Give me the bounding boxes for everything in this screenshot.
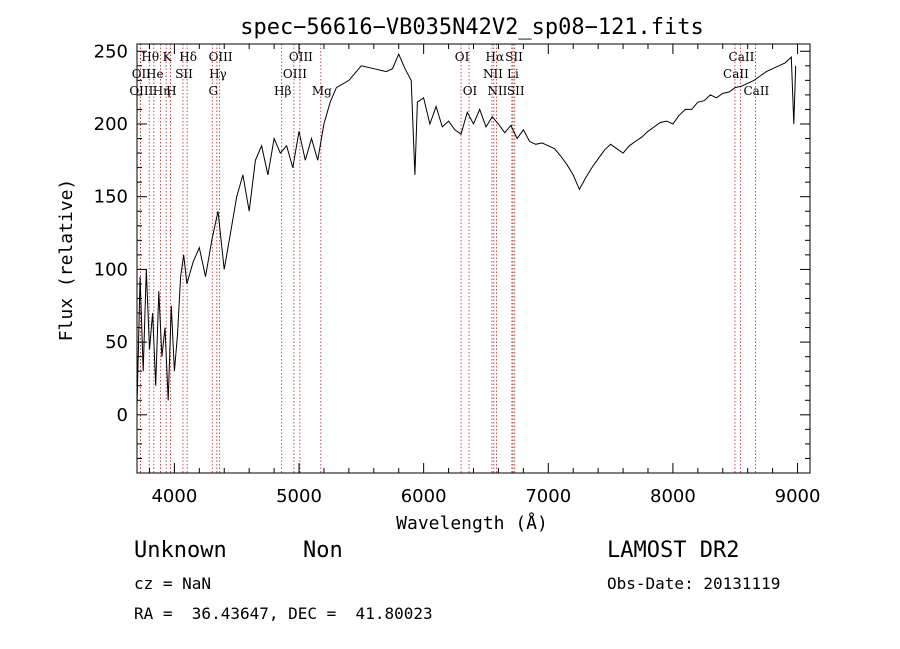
line-marker-label: CaII [723, 67, 749, 81]
y-axis-label: Flux (relative) [56, 179, 77, 342]
line-marker-label: Hθ [141, 50, 159, 64]
line-marker-label: OIII [283, 67, 307, 81]
line-marker-label: NII [483, 67, 503, 81]
x-tick-label: 9000 [775, 486, 821, 507]
redshift-cz: cz = NaN [134, 574, 212, 593]
line-marker-label: He [146, 67, 164, 81]
line-marker-label: K [163, 50, 173, 64]
y-tick-label: 100 [94, 259, 128, 280]
plot-frame [136, 43, 811, 474]
line-marker-label: SII [505, 50, 523, 64]
line-marker-label: OIII [209, 50, 233, 64]
x-tick-label: 4000 [151, 486, 197, 507]
survey-name: LAMOST DR2 [607, 538, 740, 563]
line-marker-label: SII [175, 67, 193, 81]
line-marker-label: SII [507, 84, 525, 98]
ra-dec-coordinates: RA = 36.43647, DEC = 41.80023 [134, 604, 433, 623]
line-marker-label: Li [507, 67, 519, 81]
x-axis-label: Wavelength (Å) [396, 512, 548, 534]
object-subclass: Non [303, 538, 343, 563]
y-tick-label: 200 [94, 114, 128, 135]
line-marker-label: G [208, 84, 218, 98]
x-axis-ticks: 4000 5000 6000 7000 8000 9000 [148, 44, 821, 507]
line-marker-label: CaII [743, 84, 769, 98]
line-marker-label: CaII [729, 50, 755, 64]
x-tick-label: 8000 [650, 486, 696, 507]
line-marker-label: OI [463, 84, 478, 98]
line-marker-label: Mg [312, 84, 332, 98]
spectrum-series-line [136, 52, 797, 408]
observation-date: Obs-Date: 20131119 [607, 574, 781, 593]
line-marker-label: Hβ [274, 84, 291, 98]
y-tick-label: 50 [105, 332, 128, 353]
x-tick-label: 7000 [525, 486, 571, 507]
object-class: Unknown [134, 538, 227, 563]
x-tick-label: 6000 [401, 486, 447, 507]
line-marker-label: Hγ [209, 67, 227, 81]
x-tick-label: 5000 [276, 486, 322, 507]
line-marker-label: H [166, 84, 176, 98]
line-marker-label: Hα [486, 50, 505, 64]
y-axis-ticks: 0 50 100 150 200 250 [94, 41, 810, 459]
y-tick-label: 150 [94, 187, 128, 208]
chart-title: spec−56616−VB035N42V2_sp08−121.fits [240, 15, 704, 40]
line-marker-label: OI [455, 50, 470, 64]
y-tick-label: 0 [117, 405, 128, 426]
y-tick-label: 250 [94, 41, 128, 62]
line-marker-label: OIII [129, 84, 153, 98]
line-marker-label: OIII [289, 50, 313, 64]
line-marker-label: NII [487, 84, 507, 98]
line-marker-label: Hδ [179, 50, 197, 64]
